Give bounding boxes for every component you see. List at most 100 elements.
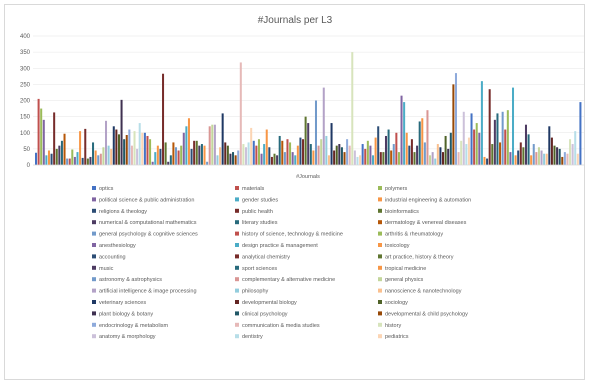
legend-swatch bbox=[92, 311, 96, 316]
legend-swatch bbox=[378, 243, 382, 247]
x-axis-label: #Journals bbox=[296, 174, 320, 180]
bar bbox=[94, 150, 97, 165]
bar bbox=[242, 144, 245, 165]
bar bbox=[265, 129, 268, 165]
legend-label: public health bbox=[242, 209, 273, 215]
bar bbox=[234, 155, 237, 165]
bar bbox=[120, 99, 123, 165]
bar bbox=[519, 142, 522, 165]
bar bbox=[40, 108, 43, 165]
bar bbox=[423, 142, 426, 165]
legend-swatch bbox=[92, 220, 96, 225]
legend-swatch bbox=[378, 231, 382, 236]
legend-label: history of science, technology & medicin… bbox=[242, 232, 343, 238]
bar bbox=[185, 126, 188, 165]
bar bbox=[268, 147, 271, 165]
bar bbox=[281, 140, 284, 165]
bar bbox=[68, 158, 71, 165]
bar bbox=[257, 139, 260, 165]
bar bbox=[436, 144, 439, 165]
legend-label: numerical & computational mathematics bbox=[99, 220, 197, 226]
bar bbox=[333, 150, 336, 165]
bar bbox=[320, 139, 323, 165]
legend-label: astronomy & astrophysics bbox=[99, 277, 162, 283]
bar bbox=[397, 152, 400, 165]
bar bbox=[299, 137, 302, 165]
bar bbox=[169, 155, 172, 165]
bar bbox=[465, 144, 468, 165]
chart-title: #Journals per L3 bbox=[258, 15, 333, 26]
bar bbox=[496, 113, 499, 165]
bar bbox=[146, 135, 149, 165]
bar bbox=[364, 148, 367, 166]
bar bbox=[79, 131, 82, 165]
bar bbox=[537, 147, 540, 165]
y-tick-label: 0 bbox=[27, 163, 31, 169]
legend-swatch bbox=[378, 197, 382, 202]
bar bbox=[327, 155, 330, 165]
legend-label: history bbox=[385, 323, 401, 329]
bar bbox=[390, 150, 393, 165]
bar bbox=[325, 135, 328, 165]
legend-swatch bbox=[378, 186, 382, 190]
bar bbox=[566, 153, 569, 165]
bar bbox=[105, 120, 108, 165]
legend-label: endocrinology & metabolism bbox=[99, 323, 169, 329]
bar bbox=[359, 155, 362, 165]
bar bbox=[273, 153, 276, 165]
bar bbox=[403, 102, 406, 165]
legend-label: nanoscience & nanotechnology bbox=[385, 289, 462, 295]
bar bbox=[374, 137, 377, 165]
legend-label: tropical medicine bbox=[385, 266, 426, 272]
bar bbox=[177, 150, 180, 165]
bar bbox=[307, 123, 310, 165]
bar bbox=[55, 148, 58, 166]
legend-swatch bbox=[92, 322, 96, 327]
legend-label: clinical psychology bbox=[242, 311, 288, 317]
y-tick-label: 150 bbox=[20, 115, 31, 121]
y-tick-label: 400 bbox=[20, 34, 31, 40]
bar bbox=[340, 147, 343, 165]
legend-label: political science & public administratio… bbox=[99, 197, 194, 203]
y-tick-label: 300 bbox=[20, 66, 31, 72]
bar bbox=[548, 126, 551, 165]
bar bbox=[278, 135, 281, 165]
bar bbox=[115, 129, 118, 165]
legend-swatch bbox=[235, 265, 239, 270]
bar bbox=[499, 142, 502, 165]
legend-label: sociology bbox=[385, 300, 408, 306]
bar bbox=[92, 142, 95, 165]
bar bbox=[226, 145, 229, 165]
bar bbox=[35, 152, 38, 165]
bar bbox=[187, 118, 190, 165]
legend-swatch bbox=[235, 220, 239, 225]
bar bbox=[219, 147, 222, 165]
bar bbox=[335, 145, 338, 165]
legend-swatch bbox=[378, 208, 382, 213]
legend-swatch bbox=[92, 197, 96, 202]
legend-label: dermatology & venereal diseases bbox=[385, 220, 467, 226]
bar bbox=[527, 134, 530, 165]
legend-swatch bbox=[92, 277, 96, 282]
legend-label: general psychology & cognitive sciences bbox=[99, 232, 198, 238]
bar bbox=[193, 140, 196, 165]
bar bbox=[395, 132, 398, 165]
bar bbox=[198, 145, 201, 165]
bar bbox=[330, 123, 333, 165]
legend-label: developmental & child psychology bbox=[385, 311, 468, 317]
bar bbox=[475, 123, 478, 165]
bar bbox=[221, 113, 224, 165]
bar bbox=[524, 124, 527, 165]
bar bbox=[53, 112, 56, 165]
legend-swatch bbox=[92, 300, 96, 304]
bar bbox=[143, 132, 146, 165]
bar bbox=[164, 142, 167, 165]
legend-label: accounting bbox=[99, 254, 126, 260]
bar bbox=[71, 149, 74, 165]
bar bbox=[244, 147, 248, 165]
bar bbox=[203, 145, 206, 165]
bar bbox=[421, 118, 424, 165]
bar bbox=[86, 158, 89, 165]
bar bbox=[379, 152, 382, 165]
